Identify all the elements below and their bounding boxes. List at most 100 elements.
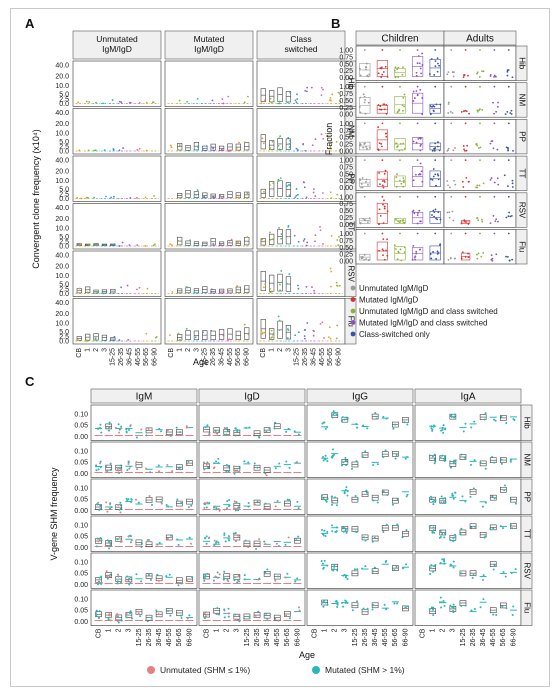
panel-a-point bbox=[296, 98, 299, 100]
panel-a-point bbox=[288, 146, 291, 149]
panel-b-point bbox=[379, 67, 382, 69]
panel-b-point bbox=[386, 210, 389, 213]
panel-c-point bbox=[350, 467, 353, 470]
panel-c-point bbox=[186, 580, 189, 583]
panel-c-point bbox=[383, 603, 386, 606]
panel-a-facet bbox=[164, 298, 254, 345]
panel-b-point bbox=[397, 66, 400, 69]
panel-c-point bbox=[324, 454, 327, 457]
panel-a-point bbox=[320, 133, 323, 136]
panel-a-point bbox=[302, 142, 305, 145]
panel-b-point bbox=[382, 222, 385, 225]
panel-c-point bbox=[395, 453, 398, 456]
panel-c-point bbox=[116, 467, 119, 470]
panel-a-y-tick-label: 0.0 bbox=[59, 291, 69, 298]
panel-c-x-tick-label: CB bbox=[203, 628, 210, 638]
panel-c-x-tick-label: CB bbox=[95, 628, 102, 638]
panel-a-x-tick-label: 26-35 bbox=[210, 348, 217, 366]
panel-c-point bbox=[136, 468, 139, 471]
panel-c-point bbox=[443, 455, 446, 458]
panel-b-point bbox=[416, 232, 419, 235]
panel-b-point bbox=[434, 142, 437, 145]
panel-a-row-strip bbox=[344, 250, 357, 297]
panel-b-point bbox=[381, 232, 384, 235]
panel-c-point bbox=[322, 601, 325, 604]
panel-b-point bbox=[429, 253, 432, 256]
panel-a-point bbox=[210, 288, 213, 291]
panel-c-facet bbox=[198, 404, 306, 441]
panel-c-point bbox=[287, 427, 290, 430]
panel-a-point bbox=[271, 333, 274, 336]
panel-a-point bbox=[220, 197, 223, 200]
panel-a-point bbox=[271, 336, 274, 339]
panel-c-point bbox=[137, 612, 140, 615]
panel-c-x-tick-label: 56-65 bbox=[284, 628, 291, 646]
panel-b-point bbox=[368, 73, 371, 76]
panel-c-point bbox=[440, 606, 443, 609]
panel-b-point bbox=[507, 232, 510, 235]
panel-c-point bbox=[99, 460, 102, 463]
panel-b-point bbox=[493, 85, 496, 88]
panel-c-point bbox=[129, 581, 132, 584]
panel-a-point bbox=[227, 150, 230, 152]
panel-c-row-label: PP bbox=[522, 491, 531, 502]
panel-c-point bbox=[285, 614, 288, 617]
panel-c-point bbox=[106, 575, 109, 578]
panel-c-point bbox=[441, 428, 444, 431]
panel-c-point bbox=[473, 420, 476, 423]
panel-b-point bbox=[451, 210, 454, 213]
panel-a-point bbox=[320, 86, 323, 89]
panel-c-y-tick-label: 0.00 bbox=[74, 545, 88, 552]
panel-b-point bbox=[403, 222, 406, 225]
panel-c-point bbox=[453, 416, 456, 419]
panel-b-y-tick-label: 0.25 bbox=[339, 215, 353, 222]
panel-b-point bbox=[363, 101, 366, 104]
panel-b-y-tick-label: 0.75 bbox=[339, 201, 353, 208]
panel-c-point bbox=[505, 607, 508, 610]
panel-c-point bbox=[470, 526, 473, 529]
panel-c-point bbox=[342, 461, 345, 464]
panel-c-point bbox=[396, 498, 399, 501]
panel-c-point bbox=[433, 453, 436, 456]
panel-b-point bbox=[413, 212, 416, 215]
panel-c-point bbox=[385, 417, 388, 420]
panel-c-point bbox=[450, 414, 453, 417]
panel-c-point bbox=[334, 530, 337, 533]
panel-c-point bbox=[432, 424, 435, 427]
panel-b-point bbox=[447, 71, 450, 74]
panel-a-point bbox=[263, 331, 266, 334]
panel-c-point bbox=[405, 563, 408, 566]
panel-a-x-tick-label: 2 bbox=[185, 348, 192, 352]
panel-c-y-tick-label: 0.10 bbox=[74, 596, 88, 603]
panel-a-point bbox=[222, 102, 225, 105]
panel-b-point bbox=[384, 169, 387, 172]
panel-a-x-axis-title: Age bbox=[193, 357, 209, 367]
panel-b-point bbox=[490, 177, 493, 179]
panel-b-point bbox=[476, 253, 478, 256]
panel-b-point bbox=[493, 181, 496, 184]
panel-b-point bbox=[434, 232, 437, 235]
panel-c-point bbox=[96, 427, 99, 430]
panel-c-point bbox=[442, 424, 445, 427]
panel-c-point bbox=[216, 576, 219, 579]
panel-b-point bbox=[495, 110, 498, 113]
panel-b-y-tick-label: 0.25 bbox=[339, 105, 353, 112]
panel-c-point bbox=[430, 427, 433, 430]
panel-b-point bbox=[464, 195, 467, 198]
panel-b-point bbox=[467, 223, 470, 225]
panel-c-point bbox=[351, 609, 354, 612]
panel-c-point bbox=[185, 426, 188, 429]
panel-c-point bbox=[106, 577, 109, 580]
panel-c-point bbox=[226, 507, 229, 510]
panel-letter-a: A bbox=[25, 16, 35, 31]
panel-b-point bbox=[358, 67, 361, 70]
panel-c-point bbox=[510, 572, 513, 575]
panel-a-x-tick-label: 66-90 bbox=[336, 348, 343, 366]
panel-c-point bbox=[322, 459, 325, 462]
panel-b-point bbox=[447, 112, 450, 114]
panel-c-y-tick-label: 0.00 bbox=[74, 619, 88, 626]
panel-b-point bbox=[447, 149, 449, 152]
panel-c-point bbox=[433, 565, 436, 568]
panel-b-point bbox=[461, 251, 464, 254]
panel-b-y-tick-label: 1.00 bbox=[339, 231, 353, 238]
